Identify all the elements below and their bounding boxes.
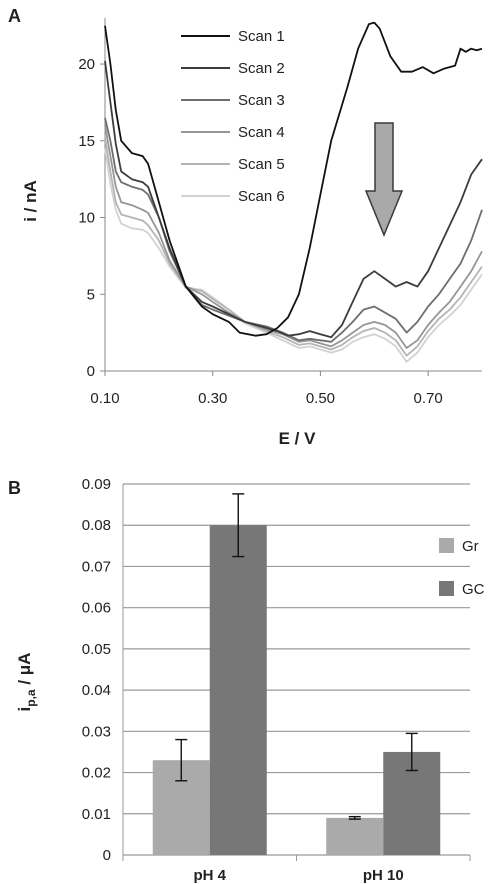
legend-label-scan-4: Scan 4 [238, 124, 285, 141]
series-line-scan-3 [104, 117, 483, 343]
legend-label-scan-5: Scan 5 [238, 156, 285, 173]
panel-a-legend: Scan 1 Scan 2 Scan 3 Scan 4 Scan 5 Scan 6 [181, 28, 285, 205]
panel-b-y-axis-title-main: i [15, 707, 34, 712]
panel-a-y-tick-label: 10 [78, 210, 95, 227]
panel-b-bars [152, 525, 441, 855]
legend-label-gc: GC [462, 581, 485, 598]
panel-b-y-tick-label: 0.08 [82, 517, 111, 534]
panel-b-y-tick-label: 0.07 [82, 558, 111, 575]
panel-b-y-tick-label: 0.01 [82, 806, 111, 823]
panel-b-legend: Gr GC [439, 538, 485, 598]
category-label: pH 10 [363, 867, 404, 884]
series-line-scan-2 [104, 60, 483, 339]
series-line-scan-1 [104, 21, 483, 337]
category-label: pH 4 [193, 867, 226, 884]
panel-a-x-tick-label: 0.30 [198, 390, 227, 407]
panel-a-x-axis-title: E / V [279, 429, 317, 448]
panel-a-x-tick-label: 0.10 [90, 390, 119, 407]
legend-label-scan-2: Scan 2 [238, 60, 285, 77]
panel-a-y-tick-label: 0 [87, 363, 95, 380]
panel-b-y-tick-label: 0.02 [82, 765, 111, 782]
panel-b-y-tick-label: 0.05 [82, 641, 111, 658]
panel-a-line-chart: A 0 5 10 15 20 0.10 0.30 0.50 0.70 Scan 1 Scan 2… [8, 6, 483, 448]
panel-a-x-tick-label: 0.50 [306, 390, 335, 407]
bar-gc-ph-4 [209, 525, 267, 855]
series-line-scan-5 [104, 137, 483, 357]
error-bar-gc-ph-10 [405, 732, 418, 772]
series-line-scan-4 [104, 125, 483, 349]
series-line-scan-6 [104, 148, 483, 363]
panel-b-y-tick-label: 0 [103, 847, 111, 864]
legend-label-gr: Gr [462, 538, 479, 555]
panel-b-label: B [8, 478, 21, 498]
decrease-arrow [364, 122, 404, 237]
panel-a-axes [104, 18, 482, 372]
panel-a-y-tick-label: 15 [78, 133, 95, 150]
panel-b-error-bars [175, 493, 418, 820]
error-bar-gr-ph-10 [348, 815, 361, 820]
panel-b-y-axis-title-subscript: p,a [24, 689, 38, 707]
panel-a-y-tick-label: 5 [87, 286, 95, 303]
panel-a-y-axis-title: i / nA [21, 180, 40, 222]
panel-b-y-axis-title: ip,a / μA [15, 653, 38, 712]
panel-a-x-tick-label: 0.70 [414, 390, 443, 407]
panel-b-y-tick-label: 0.04 [82, 682, 111, 699]
panel-a-y-tick-label: 20 [78, 56, 95, 73]
panel-b-y-tick-label: 0.03 [82, 723, 111, 740]
legend-label-scan-6: Scan 6 [238, 188, 285, 205]
panel-b-y-tick-label: 0.06 [82, 600, 111, 617]
panel-a-y-ticks: 0 5 10 15 20 [78, 56, 105, 380]
error-bar-gr-ph-4 [175, 738, 188, 782]
error-bar-gc-ph-4 [232, 493, 245, 558]
legend-label-scan-3: Scan 3 [238, 92, 285, 109]
panel-a-label: A [8, 6, 21, 26]
legend-label-scan-1: Scan 1 [238, 28, 285, 45]
panel-b-category-labels: pH 4 pH 10 [193, 867, 403, 884]
panel-b-bar-chart: B 00.010.020.030.040.050.060.070.080.09 … [8, 476, 485, 884]
bar-gr-ph-10 [326, 817, 384, 855]
legend-swatch-gc [439, 581, 454, 596]
panel-a-x-ticks: 0.10 0.30 0.50 0.70 [90, 371, 443, 407]
panel-b-y-axis-title-unit: / μA [15, 653, 34, 690]
panel-b-y-ticks: 0 0.01 0.02 0.03 0.04 0.05 0.06 0.07 0.08 0.09 [82, 476, 111, 864]
panel-a-series-lines [104, 21, 483, 363]
legend-swatch-gr [439, 538, 454, 553]
panel-b-y-tick-label: 0.09 [82, 476, 111, 493]
